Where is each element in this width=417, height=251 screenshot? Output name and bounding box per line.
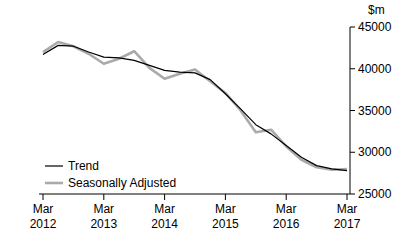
x-tick-label-line: Mar <box>215 202 236 216</box>
y-tick <box>350 27 355 28</box>
x-tick-label-line: 2017 <box>334 217 361 231</box>
chart: 2500030000350004000045000$mMar2012Mar201… <box>0 0 417 251</box>
x-tick-label-line: Mar <box>337 202 358 216</box>
y-tick-label: 35000 <box>358 104 392 118</box>
legend-label: Trend <box>68 159 99 173</box>
x-tick <box>43 194 44 200</box>
y-tick <box>350 110 355 111</box>
x-tick <box>225 194 226 200</box>
x-tick-label: Mar2015 <box>212 202 239 231</box>
x-tick-label: Mar2012 <box>30 202 57 231</box>
x-tick-label: Mar2014 <box>151 202 178 231</box>
x-tick-label-line: 2016 <box>273 217 300 231</box>
x-tick-label-line: Mar <box>33 202 54 216</box>
y-tick-label: 30000 <box>358 145 392 159</box>
x-tick-label-line: Mar <box>276 202 297 216</box>
legend-swatch <box>45 165 63 166</box>
y-tick <box>350 68 355 69</box>
x-tick <box>347 194 348 200</box>
x-tick-label-line: 2014 <box>151 217 178 231</box>
x-tick-label-line: Mar <box>93 202 114 216</box>
x-tick <box>164 194 165 200</box>
y-tick-label: 40000 <box>358 62 392 76</box>
x-tick-label: Mar2016 <box>273 202 300 231</box>
y-tick <box>350 194 355 195</box>
x-tick-label-line: Mar <box>154 202 175 216</box>
y-tick <box>350 152 355 153</box>
x-tick-label-line: 2012 <box>30 217 57 231</box>
x-axis <box>39 194 350 195</box>
legend-label: Seasonally Adjusted <box>68 176 176 190</box>
series-line <box>43 42 347 170</box>
x-tick-label-line: 2015 <box>212 217 239 231</box>
x-tick <box>103 194 104 200</box>
x-tick <box>286 194 287 200</box>
x-tick-label-line: 2013 <box>90 217 117 231</box>
y-axis-label: $m <box>368 3 385 17</box>
y-tick-label: 45000 <box>358 20 392 34</box>
y-tick-label: 25000 <box>358 187 392 201</box>
x-tick-label: Mar2017 <box>334 202 361 231</box>
series-line <box>43 45 347 170</box>
x-tick-label: Mar2013 <box>90 202 117 231</box>
plot-lines <box>43 42 347 171</box>
legend-swatch <box>45 182 63 185</box>
